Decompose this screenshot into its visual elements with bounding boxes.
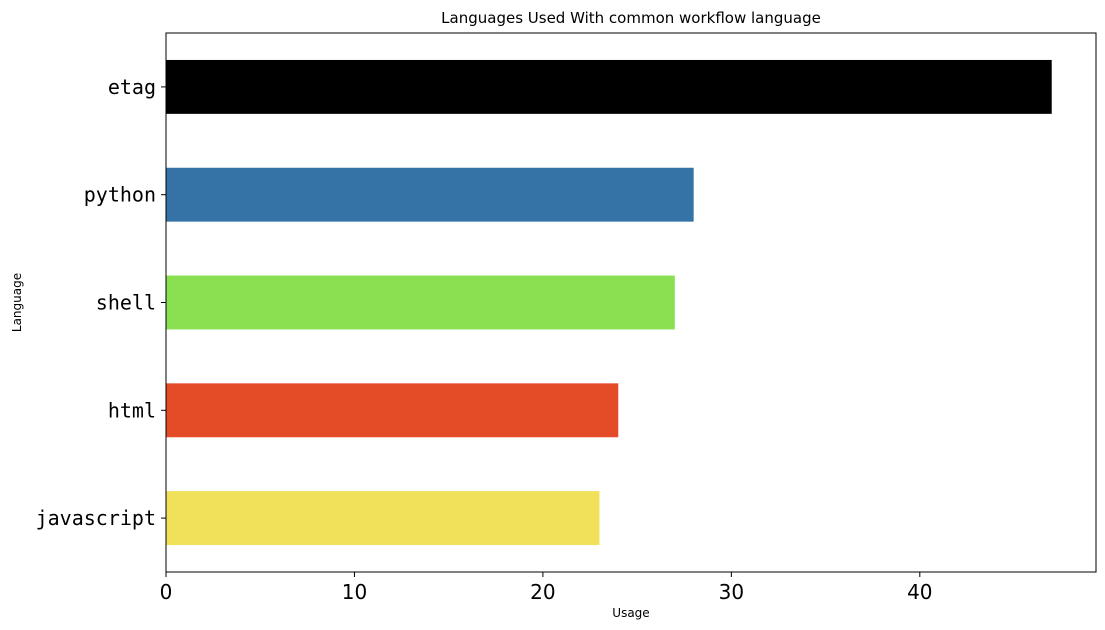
bar-shell [166, 275, 675, 330]
y-tick-label: html [108, 398, 156, 422]
bar-python [166, 167, 694, 222]
y-tick-label: python [84, 183, 156, 207]
y-tick-label: etag [108, 75, 156, 99]
y-tick-label: shell [96, 291, 156, 315]
y-axis-label: Language [10, 273, 24, 332]
plot-frame [165, 32, 1097, 573]
bar-html [166, 383, 619, 438]
bar-etag [166, 59, 1052, 114]
y-axis-ticks: etag python shell html javascript [36, 75, 166, 530]
y-tick-label: javascript [36, 506, 156, 530]
x-tick-label: 20 [530, 580, 555, 604]
x-tick-label: 0 [160, 580, 173, 604]
x-tick-label: 10 [342, 580, 367, 604]
x-tick-label: 40 [907, 580, 932, 604]
x-axis-ticks: 0 10 20 30 40 [160, 572, 933, 604]
chart-title: Languages Used With common workflow lang… [441, 9, 821, 27]
x-axis-label: Usage [612, 606, 649, 620]
x-tick-label: 30 [719, 580, 744, 604]
bars [166, 59, 1052, 546]
bar-javascript [166, 491, 600, 546]
